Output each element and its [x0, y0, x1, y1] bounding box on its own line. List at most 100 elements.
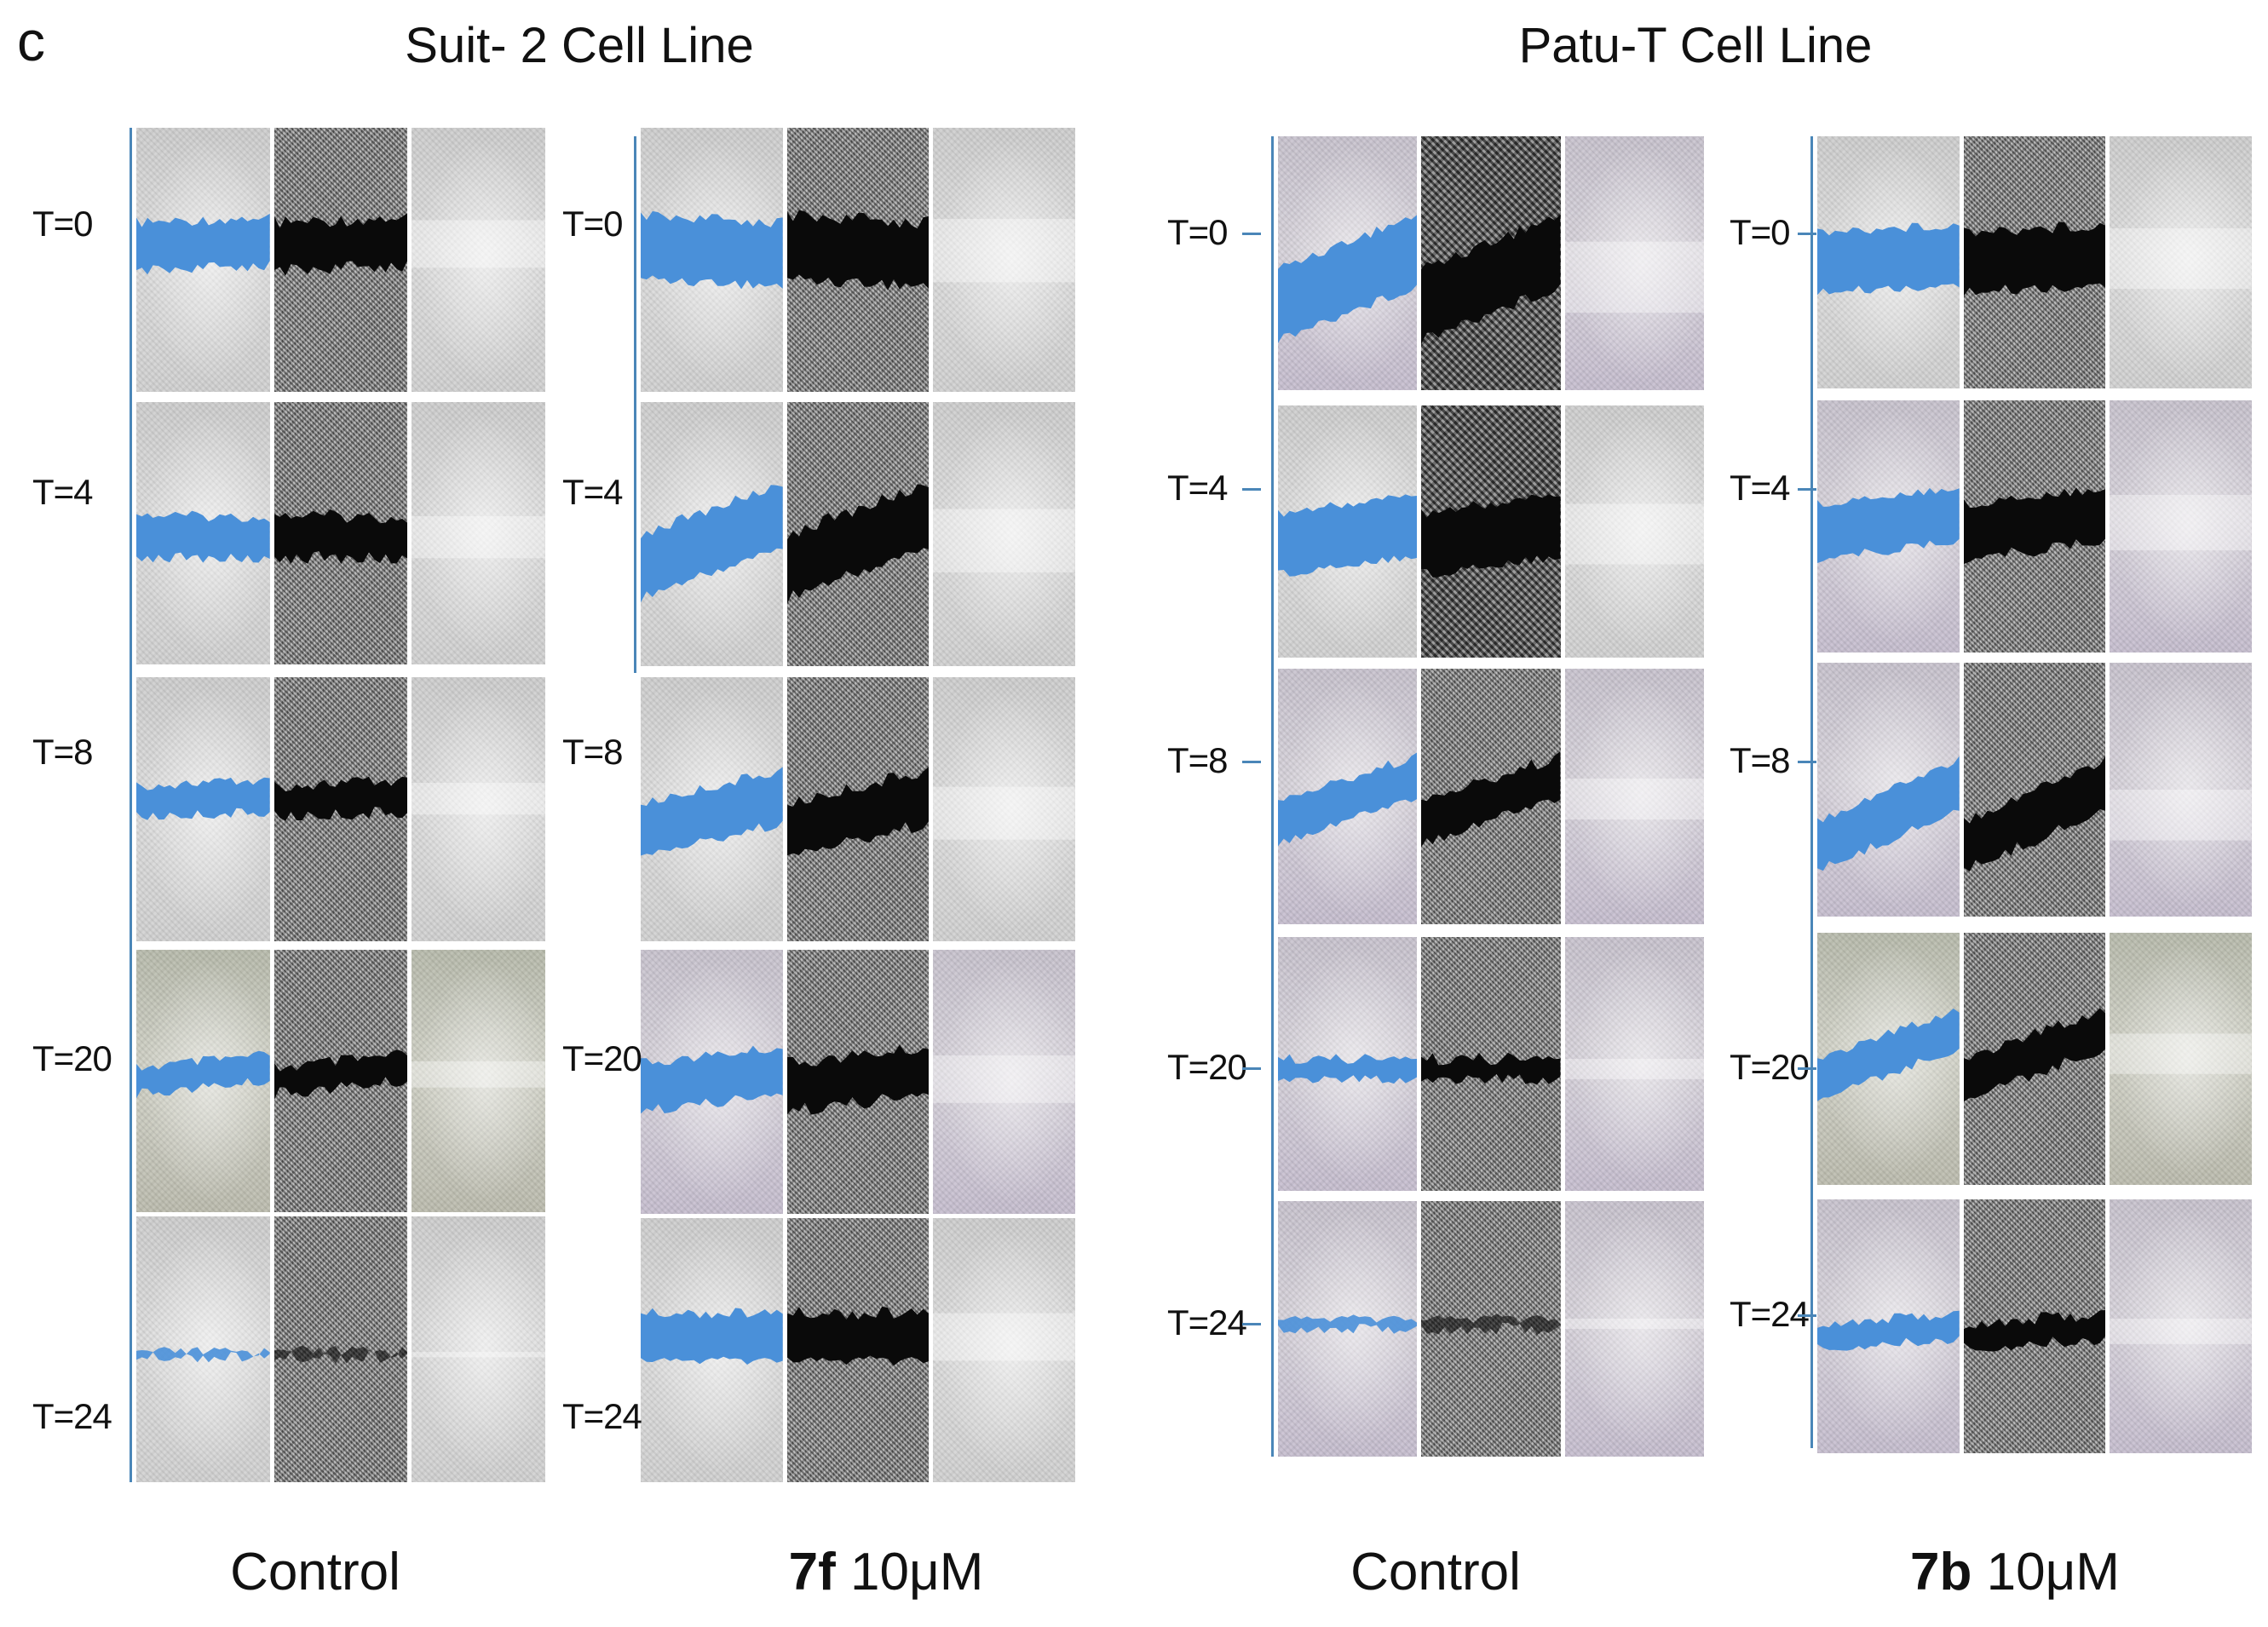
wound-highlight	[1817, 756, 1960, 871]
wound-overlay-image	[1278, 136, 1418, 390]
axis-tick	[1798, 233, 1816, 235]
time-label: T=0	[562, 204, 624, 244]
time-label: T=20	[1730, 1047, 1810, 1087]
time-label: T=20	[32, 1038, 112, 1078]
timepoint-row	[1817, 136, 2252, 388]
wound-mask	[1963, 487, 2106, 565]
wound-highlight	[641, 485, 783, 603]
time-label: T=4	[1730, 468, 1791, 508]
wound-highlight	[641, 1045, 783, 1114]
wound-mask-image	[273, 677, 408, 941]
wound-mask	[273, 1049, 408, 1100]
wound-overlay-image	[1817, 400, 1960, 653]
axis-bracket	[130, 128, 132, 1482]
wound-mask	[273, 1345, 408, 1364]
axis-tick	[1242, 488, 1261, 491]
time-label: T=24	[562, 1396, 642, 1436]
brightfield-image	[1564, 1201, 1704, 1457]
wound-mask-image	[1963, 400, 2106, 653]
wound-overlay-image	[136, 677, 270, 941]
brightfield-image	[412, 128, 545, 392]
wound-overlay-image	[1817, 136, 1960, 388]
brightfield-image	[933, 402, 1075, 666]
time-label: T=24	[32, 1396, 112, 1436]
time-label: T=4	[562, 472, 624, 512]
wound-highlight	[136, 1050, 270, 1099]
wound-overlay-image	[641, 1218, 783, 1482]
wound-mask-image	[786, 402, 930, 666]
wound-mask	[1421, 1052, 1561, 1085]
wound-overlay-image	[136, 1216, 270, 1482]
wound-highlight	[641, 767, 783, 856]
axis-bracket	[1271, 136, 1274, 1457]
brightfield-image	[2110, 1199, 2252, 1453]
wound-highlight	[136, 777, 270, 820]
time-label: T=20	[562, 1038, 642, 1078]
axis-tick	[1242, 761, 1261, 763]
wound-mask-image	[1963, 933, 2106, 1185]
brightfield-image	[1564, 937, 1704, 1191]
wound-mask-image	[273, 128, 408, 392]
wound-mask	[1963, 1008, 2106, 1102]
timepoint-row	[641, 402, 1075, 666]
wound-mask	[1421, 494, 1561, 578]
wound-mask	[273, 509, 408, 564]
time-label: T=8	[1730, 740, 1791, 780]
wound-mask-image	[1421, 405, 1561, 658]
timepoint-row	[136, 1216, 545, 1482]
wound-highlight	[1278, 494, 1418, 577]
time-label: T=8	[562, 732, 624, 772]
column-label-7b: 7b 10μM	[1910, 1543, 2120, 1601]
wound-mask	[1963, 1310, 2106, 1352]
title-suit2: Suit- 2 Cell Line	[405, 18, 754, 73]
brightfield-image	[2110, 400, 2252, 653]
time-label: T=20	[1167, 1047, 1247, 1087]
wound-overlay-image	[1278, 405, 1418, 658]
time-label: T=24	[1730, 1294, 1810, 1334]
wound-overlay-image	[136, 950, 270, 1212]
brightfield-image	[933, 677, 1075, 941]
timepoint-row	[1817, 663, 2252, 917]
time-label: T=8	[32, 732, 94, 772]
wound-mask-image	[273, 950, 408, 1212]
time-label: T=4	[1167, 468, 1229, 508]
wound-highlight	[1278, 215, 1418, 343]
wound-mask	[786, 484, 930, 604]
time-label: T=0	[32, 204, 94, 244]
wound-overlay-image	[1817, 933, 1960, 1185]
timepoint-row	[1278, 1201, 1704, 1457]
wound-highlight	[1278, 1314, 1418, 1334]
wound-mask-image	[1421, 937, 1561, 1191]
wound-mask	[1421, 1314, 1561, 1336]
wound-mask	[1421, 751, 1561, 848]
axis-tick	[1798, 488, 1816, 491]
wound-highlight	[136, 510, 270, 563]
wound-overlay-image	[136, 402, 270, 664]
wound-mask	[273, 212, 408, 276]
timepoint-row	[1278, 136, 1704, 390]
axis-bracket	[1810, 136, 1813, 1448]
brightfield-image	[933, 128, 1075, 392]
wound-highlight	[136, 1347, 270, 1363]
brightfield-image	[933, 950, 1075, 1214]
wound-mask-image	[273, 1216, 408, 1482]
brightfield-image	[412, 1216, 545, 1482]
wound-overlay-image	[641, 950, 783, 1214]
column-label-control-patut: Control	[1350, 1543, 1521, 1601]
wound-highlight	[641, 210, 783, 290]
wound-mask-image	[1963, 663, 2106, 917]
wound-mask	[786, 210, 930, 290]
panel-letter: c	[17, 9, 45, 72]
axis-tick	[1798, 1314, 1816, 1317]
wound-overlay-image	[641, 128, 783, 392]
column-label-7f: 7f 10μM	[788, 1543, 984, 1601]
wound-mask-image	[786, 128, 930, 392]
wound-mask-image	[786, 1218, 930, 1482]
wound-overlay-image	[1278, 1201, 1418, 1457]
wound-overlay-image	[1278, 669, 1418, 924]
axis-bracket	[634, 136, 636, 673]
brightfield-image	[2110, 933, 2252, 1185]
column-label-control-suit2: Control	[230, 1543, 400, 1601]
brightfield-image	[1564, 669, 1704, 924]
wound-mask-image	[1421, 669, 1561, 924]
